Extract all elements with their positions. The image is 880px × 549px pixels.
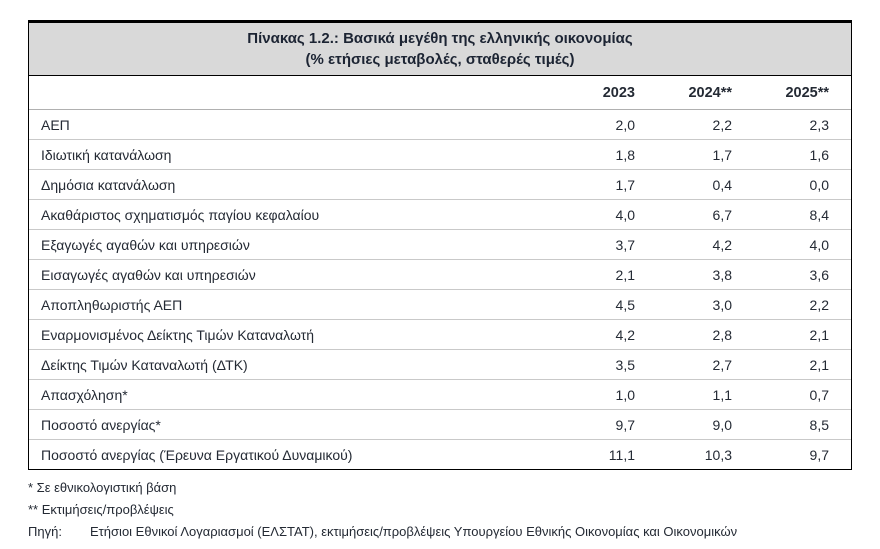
cell-value: 4,0: [615, 206, 635, 223]
cell-value: 2,2: [809, 296, 829, 313]
corner-cell: [29, 76, 560, 110]
cell-value: 4,2: [712, 236, 732, 253]
row-label: Αποπληθωριστής ΑΕΠ: [41, 297, 183, 313]
row-label: Εναρμονισμένος Δείκτης Τιμών Καταναλωτή: [41, 327, 315, 343]
cell-value: 9,7: [809, 446, 829, 463]
cell-value: 4,5: [615, 296, 635, 313]
footnotes: * Σε εθνικολογιστική βάση ** Εκτιμήσεις/…: [28, 478, 852, 542]
table-title: Πίνακας 1.2.: Βασικά μεγέθη της ελληνική…: [29, 23, 851, 76]
source-label: Πηγή:: [28, 524, 62, 539]
cell-value: 4,0: [809, 236, 829, 253]
column-header-row: 2023 2024** 2025**: [29, 76, 851, 110]
data-table: 2023 2024** 2025** ΑΕΠ 2,0 2,2 2,3 Ιδιωτ…: [29, 76, 851, 469]
table-row: Δείκτης Τιμών Καταναλωτή (ΔΤΚ) 3,5 2,7 2…: [29, 350, 851, 380]
cell-value: 3,6: [809, 266, 829, 283]
table-row: Εξαγωγές αγαθών και υπηρεσιών 3,7 4,2 4,…: [29, 230, 851, 260]
cell-value: 3,0: [712, 296, 732, 313]
cell-value: 1,7: [615, 176, 635, 193]
row-label: Δημόσια κατανάλωση: [41, 177, 176, 193]
cell-value: 2,1: [809, 356, 829, 373]
table-row: Απασχόληση* 1,0 1,1 0,7: [29, 380, 851, 410]
table-row: Εναρμονισμένος Δείκτης Τιμών Καταναλωτή …: [29, 320, 851, 350]
row-label: Εξαγωγές αγαθών και υπηρεσιών: [41, 237, 250, 253]
cell-value: 2,0: [615, 116, 635, 133]
cell-value: 3,5: [615, 356, 635, 373]
table-title-line-2: (% ετήσιες μεταβολές, σταθερές τιμές): [305, 51, 575, 68]
cell-value: 0,7: [809, 386, 829, 403]
table-row: Δημόσια κατανάλωση 1,7 0,4 0,0: [29, 170, 851, 200]
cell-value: 2,2: [712, 116, 732, 133]
table-title-line-1: Πίνακας 1.2.: Βασικά μεγέθη της ελληνική…: [247, 30, 633, 47]
cell-value: 10,3: [704, 446, 732, 463]
table-row: Ιδιωτική κατανάλωση 1,8 1,7 1,6: [29, 140, 851, 170]
cell-value: 3,7: [615, 236, 635, 253]
row-label: Απασχόληση*: [41, 387, 128, 403]
cell-value: 9,7: [615, 416, 635, 433]
cell-value: 2,3: [809, 116, 829, 133]
cell-value: 6,7: [712, 206, 732, 223]
cell-value: 1,7: [712, 146, 732, 163]
table-row: Ποσοστό ανεργίας* 9,7 9,0 8,5: [29, 410, 851, 440]
cell-value: 0,4: [712, 176, 732, 193]
cell-value: 1,1: [712, 386, 732, 403]
footnote-estimates: ** Εκτιμήσεις/προβλέψεις: [28, 502, 174, 517]
cell-value: 4,2: [615, 326, 635, 343]
row-label: ΑΕΠ: [41, 117, 70, 133]
row-label: Ποσοστό ανεργίας*: [41, 417, 161, 433]
cell-value: 8,4: [809, 206, 829, 223]
row-label: Ακαθάριστος σχηματισμός παγίου κεφαλαίου: [41, 207, 320, 223]
table-row: Αποπληθωριστής ΑΕΠ 4,5 3,0 2,2: [29, 290, 851, 320]
source-text: Ετήσιοι Εθνικοί Λογαριασμοί (ΕΛΣΤΑΤ), εκ…: [90, 524, 738, 539]
cell-value: 3,8: [712, 266, 732, 283]
row-label: Εισαγωγές αγαθών και υπηρεσιών: [41, 267, 256, 283]
row-label: Ποσοστό ανεργίας (Έρευνα Εργατικού Δυναμ…: [41, 447, 353, 463]
table-row: Ακαθάριστος σχηματισμός παγίου κεφαλαίου…: [29, 200, 851, 230]
column-header-2025: 2025**: [785, 85, 829, 101]
cell-value: 1,8: [615, 146, 635, 163]
table-row: Ποσοστό ανεργίας (Έρευνα Εργατικού Δυναμ…: [29, 440, 851, 470]
cell-value: 9,0: [712, 416, 732, 433]
source-line: Πηγή: Ετήσιοι Εθνικοί Λογαριασμοί (ΕΛΣΤΑ…: [28, 522, 852, 542]
economy-table: Πίνακας 1.2.: Βασικά μεγέθη της ελληνική…: [28, 20, 852, 470]
cell-value: 2,1: [809, 326, 829, 343]
table-row: ΑΕΠ 2,0 2,2 2,3: [29, 110, 851, 140]
cell-value: 2,7: [712, 356, 732, 373]
table-row: Εισαγωγές αγαθών και υπηρεσιών 2,1 3,8 3…: [29, 260, 851, 290]
row-label: Δείκτης Τιμών Καταναλωτή (ΔΤΚ): [41, 357, 248, 373]
cell-value: 1,6: [809, 146, 829, 163]
column-header-2023: 2023: [602, 85, 635, 101]
cell-value: 1,0: [615, 386, 635, 403]
cell-value: 8,5: [809, 416, 829, 433]
cell-value: 2,8: [712, 326, 732, 343]
cell-value: 0,0: [809, 176, 829, 193]
cell-value: 11,1: [608, 446, 635, 463]
column-header-2024: 2024**: [688, 85, 732, 101]
cell-value: 2,1: [615, 266, 635, 283]
row-label: Ιδιωτική κατανάλωση: [41, 147, 172, 163]
footnote-national-accounts: * Σε εθνικολογιστική βάση: [28, 480, 177, 495]
